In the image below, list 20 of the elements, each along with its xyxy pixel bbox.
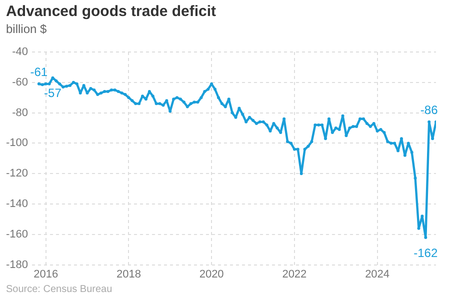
x-tick-label: 2024: [365, 268, 390, 280]
y-tick-label: -60: [12, 76, 28, 88]
source-note: Source: Census Bureau: [6, 284, 112, 295]
y-tick-label: -180: [6, 258, 28, 271]
annotation: -57: [44, 86, 62, 100]
x-tick-label: 2018: [116, 268, 141, 280]
y-tick-label: -100: [6, 137, 28, 150]
y-tick-label: -140: [6, 198, 28, 210]
chart-subtitle: billion $: [6, 22, 47, 36]
chart-title: Advanced goods trade deficit: [6, 3, 216, 20]
y-tick-label: -160: [6, 228, 28, 240]
x-tick-label: 2022: [282, 268, 307, 280]
y-tick-label: -120: [6, 168, 28, 180]
y-tick-label: -80: [12, 106, 28, 119]
x-tick-label: 2020: [199, 268, 224, 280]
annotation: -162: [414, 246, 438, 260]
x-tick-label: 2016: [34, 268, 58, 280]
y-tick-label: -40: [12, 46, 28, 58]
annotation: -86: [420, 103, 438, 118]
annotation: -61: [30, 65, 48, 80]
